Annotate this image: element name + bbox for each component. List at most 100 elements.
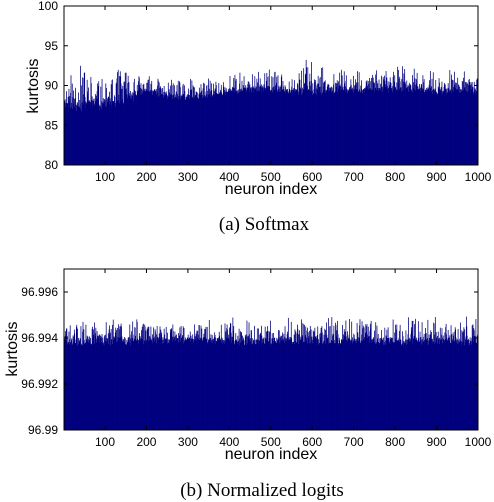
bar	[392, 341, 394, 430]
bar	[70, 92, 71, 165]
bar	[409, 87, 411, 165]
bar	[199, 337, 201, 430]
bar	[105, 106, 107, 165]
bar	[368, 342, 370, 430]
bar	[143, 91, 144, 165]
bar	[272, 344, 274, 430]
bar	[109, 335, 111, 430]
bar	[466, 335, 468, 430]
bar	[283, 89, 285, 165]
bar	[233, 77, 235, 165]
bar	[202, 98, 204, 165]
bar	[444, 84, 446, 165]
bar	[273, 90, 274, 165]
bar	[347, 331, 348, 430]
bar	[346, 339, 348, 430]
bar	[408, 341, 410, 430]
bar	[232, 317, 234, 430]
bar	[221, 92, 223, 165]
bar	[88, 342, 90, 430]
bar	[432, 72, 434, 165]
bar	[240, 89, 242, 165]
bar	[274, 71, 276, 165]
bar	[381, 330, 382, 430]
bar	[334, 343, 336, 430]
bar	[236, 91, 238, 165]
bar	[171, 336, 173, 430]
bar	[285, 337, 286, 430]
bar	[133, 82, 135, 165]
bar	[157, 80, 159, 165]
bar	[425, 333, 427, 430]
chart-normalized-logits: 100 200 300 400 500 600 700 800 900 1000 96.9996.…	[4, 268, 492, 501]
bar	[277, 341, 278, 430]
bar	[131, 95, 132, 165]
bar	[340, 339, 342, 430]
bar	[97, 335, 99, 430]
bar	[360, 88, 362, 165]
bar	[334, 91, 336, 165]
bar	[292, 94, 293, 165]
bar	[294, 80, 295, 165]
bar	[393, 81, 395, 165]
bar	[451, 74, 452, 165]
bar	[274, 341, 276, 430]
bar	[261, 338, 263, 430]
bar	[334, 343, 336, 430]
bar	[446, 88, 447, 165]
bar	[368, 83, 370, 165]
bar	[388, 338, 389, 430]
bar	[315, 336, 317, 430]
bar	[199, 92, 201, 165]
bar	[257, 340, 259, 430]
bar	[280, 87, 281, 165]
bar	[104, 335, 105, 430]
bar	[78, 340, 80, 430]
bar	[304, 324, 305, 430]
bar	[447, 339, 449, 430]
bar	[268, 76, 270, 165]
bar	[355, 79, 356, 165]
bar	[406, 80, 408, 165]
bar	[76, 324, 78, 430]
bar	[249, 339, 251, 430]
bar	[133, 340, 134, 430]
bar	[213, 90, 215, 165]
bar	[384, 84, 386, 165]
bar	[180, 95, 182, 165]
bar	[359, 89, 360, 165]
bar	[95, 342, 97, 430]
bar	[198, 334, 199, 430]
bar	[206, 326, 208, 430]
bar	[321, 92, 323, 165]
bar	[461, 344, 462, 430]
bar	[149, 340, 151, 430]
bar	[431, 332, 432, 430]
bar	[86, 340, 88, 430]
y-tick-label: 85	[45, 118, 59, 132]
bar	[406, 344, 408, 430]
bar	[297, 83, 298, 165]
bar	[276, 76, 278, 165]
bar	[125, 344, 127, 430]
bar	[376, 70, 377, 165]
bar	[249, 334, 250, 430]
bar	[91, 96, 93, 165]
bar	[469, 343, 471, 430]
bar	[366, 80, 368, 165]
bar	[459, 340, 461, 430]
bar	[101, 101, 103, 165]
bar	[438, 78, 440, 165]
bar	[349, 87, 351, 165]
bar	[295, 89, 296, 165]
bar	[139, 336, 141, 430]
bar	[319, 337, 321, 430]
bar	[80, 345, 81, 430]
bar	[234, 343, 235, 430]
bar	[209, 338, 211, 430]
bar	[190, 89, 192, 165]
bar	[267, 341, 269, 430]
bar	[331, 340, 332, 430]
bar	[429, 71, 431, 165]
bar	[468, 344, 470, 430]
